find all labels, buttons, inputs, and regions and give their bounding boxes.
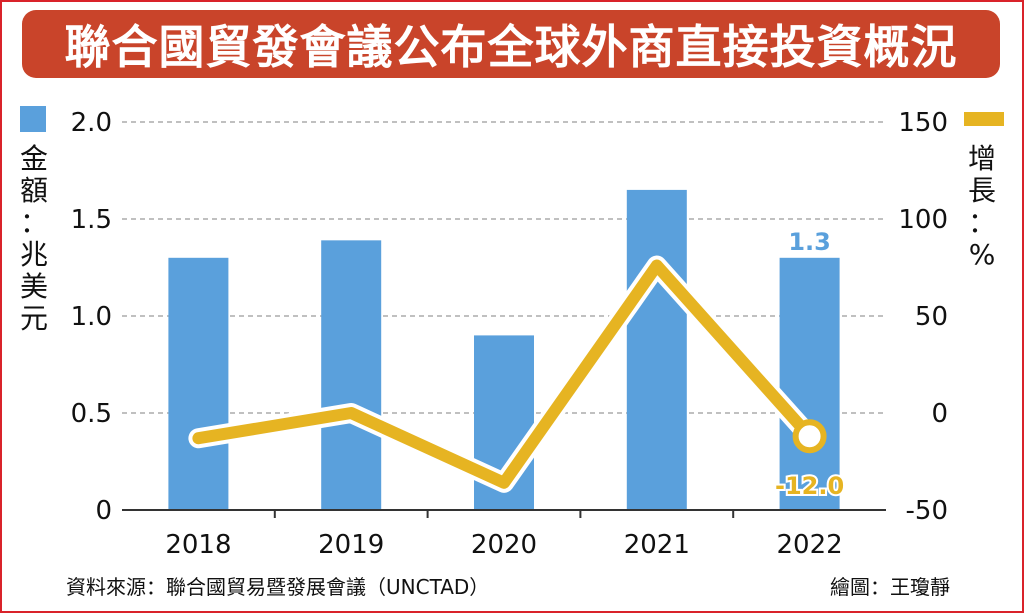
right-tick-label: 50: [915, 302, 948, 332]
bar-2018: [168, 257, 229, 510]
right-tick-label: 0: [931, 399, 948, 429]
left-tick-label: 1.0: [71, 302, 112, 332]
tick-labels: 0 0.5 1.0 1.5 2.0 -50 0 50 100 150 2018 2019 2020 202…: [71, 108, 948, 560]
line-series: [188, 255, 827, 493]
left-tick-label: 1.5: [71, 205, 112, 235]
line-legend-label-char: ：: [968, 206, 996, 239]
bar-legend-label-char: 元: [20, 302, 48, 335]
bar-2022: [779, 257, 840, 510]
source-note: 資料來源：聯合國貿易暨發展會議（UNCTAD）: [66, 575, 490, 599]
left-tick-label: 0: [95, 496, 112, 526]
bar-legend-label-char: 額: [20, 174, 48, 207]
bar-legend-swatch: [20, 106, 46, 132]
bar-legend-label-char: 兆: [20, 238, 48, 271]
bar-data-label-2022: 1.3: [788, 228, 831, 256]
left-tick-label: 0.5: [71, 399, 112, 429]
line-point-2022: [792, 419, 827, 454]
credit-note: 繪圖：王瓊靜: [830, 575, 950, 599]
growth-line: [192, 259, 816, 489]
right-tick-label: -50: [906, 496, 948, 526]
x-tick-label: 2022: [777, 530, 843, 560]
left-tick-label: 2.0: [71, 108, 112, 138]
bar-legend-label-char: 美: [20, 270, 48, 303]
right-tick-label: 100: [898, 205, 948, 235]
line-legend-label-char: %: [969, 238, 996, 271]
bar-2021: [626, 189, 687, 510]
chart-title: 聯合國貿發會議公布全球外商直接投資概況: [64, 20, 958, 74]
axes: [122, 509, 886, 518]
line-data-label-2022: -12.0: [775, 472, 844, 500]
bar-legend-label-char: 金: [20, 142, 48, 175]
x-tick-label: 2018: [165, 530, 231, 560]
right-tick-label: 150: [898, 108, 948, 138]
bar-legend-label-char: ：: [20, 206, 48, 239]
line-legend-label-char: 長: [968, 174, 996, 207]
x-tick-label: 2021: [624, 530, 690, 560]
title-banner: 聯合國貿發會議公布全球外商直接投資概況: [22, 10, 1000, 78]
x-tick-label: 2019: [318, 530, 384, 560]
bar-series: [168, 189, 840, 510]
line-legend-swatch: [964, 112, 1004, 126]
x-tick-label: 2020: [471, 530, 537, 560]
line-legend-label-char: 增: [968, 142, 996, 175]
bar-2019: [321, 240, 382, 510]
